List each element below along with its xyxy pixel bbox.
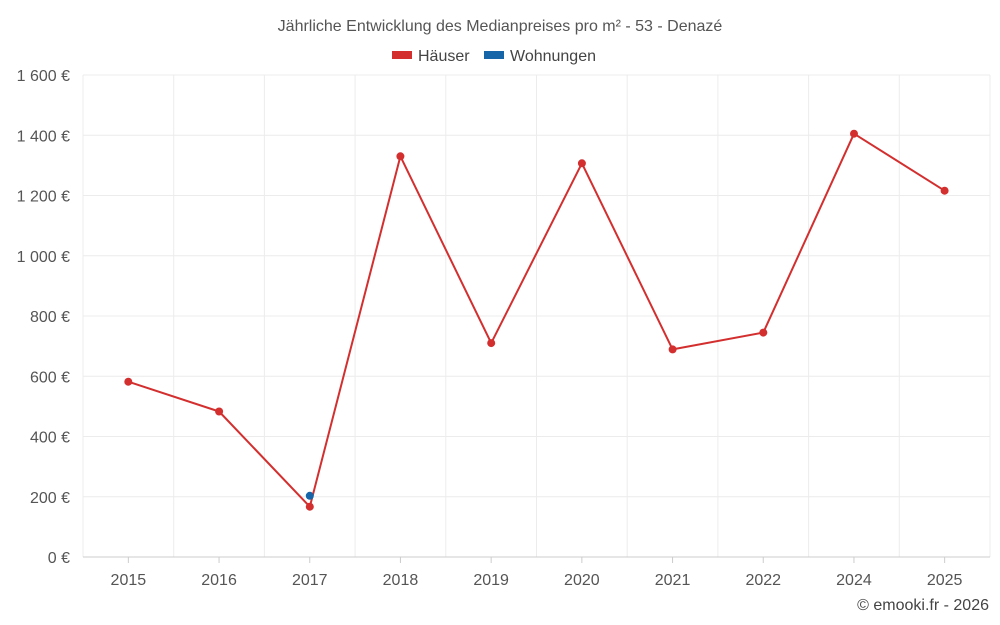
chart-title: Jährliche Entwicklung des Medianpreises … <box>278 18 723 35</box>
data-point-haeuser[interactable] <box>487 339 496 348</box>
legend-item-haeuser[interactable]: Häuser <box>392 48 470 65</box>
x-tick-label: 2015 <box>111 572 147 589</box>
data-point-haeuser[interactable] <box>396 152 405 161</box>
x-tick-label: 2019 <box>473 572 509 589</box>
x-tick-label: 2024 <box>836 572 872 589</box>
y-axis: 0 € 200 € 400 € 600 € 800 € 1 000 € 1 200 € 1 4… <box>17 68 70 567</box>
data-point-wohnungen[interactable] <box>305 491 314 500</box>
data-point-haeuser[interactable] <box>668 345 677 354</box>
y-tick-label: 1 200 € <box>17 189 70 206</box>
y-tick-label: 800 € <box>30 309 70 326</box>
x-axis: 2015 2016 2017 2018 2019 2020 2021 2022 2024 2025 <box>83 556 990 589</box>
x-tick-label: 2025 <box>927 572 963 589</box>
series-line-haeuser <box>127 132 946 508</box>
grid <box>82 74 991 557</box>
legend-label-wohnungen: Wohnungen <box>510 48 596 65</box>
x-tick-label: 2022 <box>745 572 781 589</box>
y-tick-label: 200 € <box>30 490 70 507</box>
x-tick-label: 2017 <box>292 572 328 589</box>
legend-swatch-wohnungen <box>484 51 504 59</box>
data-point-haeuser[interactable] <box>124 377 133 386</box>
y-tick-label: 0 € <box>48 550 70 567</box>
data-point-haeuser[interactable] <box>215 407 224 416</box>
legend-item-wohnungen[interactable]: Wohnungen <box>484 48 596 65</box>
legend-label-haeuser: Häuser <box>418 48 470 65</box>
data-point-haeuser[interactable] <box>305 502 314 511</box>
data-point-haeuser[interactable] <box>940 186 949 195</box>
x-tick-label: 2018 <box>383 572 419 589</box>
y-tick-label: 1 600 € <box>17 68 70 85</box>
x-tick-label: 2021 <box>655 572 691 589</box>
y-tick-label: 1 000 € <box>17 249 70 266</box>
legend-swatch-haeuser <box>392 51 412 59</box>
plot-area <box>124 129 949 511</box>
data-point-haeuser[interactable] <box>577 159 586 168</box>
y-tick-label: 600 € <box>30 369 70 386</box>
credit-text: © emooki.fr - 2026 <box>857 597 989 614</box>
x-tick-label: 2020 <box>564 572 600 589</box>
data-point-haeuser[interactable] <box>759 328 768 337</box>
x-tick-label: 2016 <box>201 572 237 589</box>
data-point-haeuser[interactable] <box>850 129 858 138</box>
y-tick-label: 400 € <box>30 430 70 447</box>
y-tick-label: 1 400 € <box>17 128 70 145</box>
legend: Häuser Wohnungen <box>392 48 596 65</box>
